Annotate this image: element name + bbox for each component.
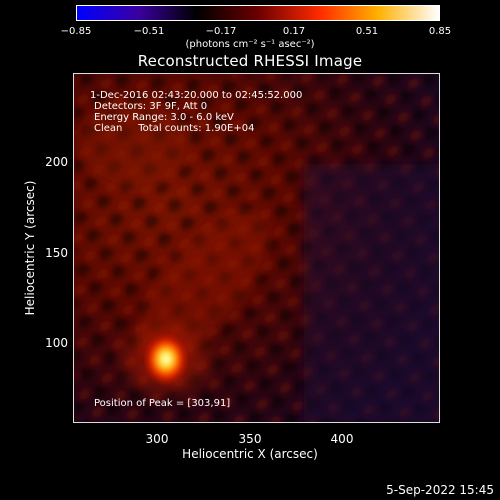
x-tick-label: 350 <box>238 432 262 446</box>
info-detectors: Detectors: 3F 9F, Att 0 <box>94 101 208 112</box>
colorbar-tick-label: −0.17 <box>205 26 237 37</box>
x-axis-label: Heliocentric X (arcsec) <box>182 447 318 461</box>
colorbar-tick-label: 0.17 <box>282 26 306 37</box>
colorbar <box>76 5 440 21</box>
y-axis-label: Heliocentric Y (arcsec) <box>23 180 37 316</box>
colorbar-units: (photons cm⁻² s⁻¹ asec⁻²) <box>185 39 315 50</box>
colorbar-tick-label: −0.85 <box>60 26 92 37</box>
info-time-range: 1-Dec-2016 02:43:20.000 to 02:45:52.000 <box>90 90 303 101</box>
x-tick-label: 300 <box>145 432 169 446</box>
rhessi-image-plot: 1-Dec-2016 02:43:20.000 to 02:45:52.000 … <box>73 73 440 423</box>
y-tick-label: 150 <box>45 246 68 260</box>
image-title: Reconstructed RHESSI Image <box>137 52 363 70</box>
info-energy-range: Energy Range: 3.0 - 6.0 keV <box>94 112 234 123</box>
rhessi-image <box>74 74 439 422</box>
y-tick-label: 200 <box>45 155 68 169</box>
colorbar-tick-label: 0.85 <box>428 26 452 37</box>
info-peak-position: Position of Peak = [303,91] <box>94 398 231 409</box>
y-tick-label: 100 <box>45 336 68 350</box>
date-stamp: 5-Sep-2022 15:45 <box>386 483 494 497</box>
colorbar-tick-label: −0.51 <box>133 26 165 37</box>
colorbar-tick-label: 0.51 <box>355 26 379 37</box>
info-clean-counts: Clean Total counts: 1.90E+04 <box>94 123 255 134</box>
x-tick-label: 400 <box>330 432 354 446</box>
